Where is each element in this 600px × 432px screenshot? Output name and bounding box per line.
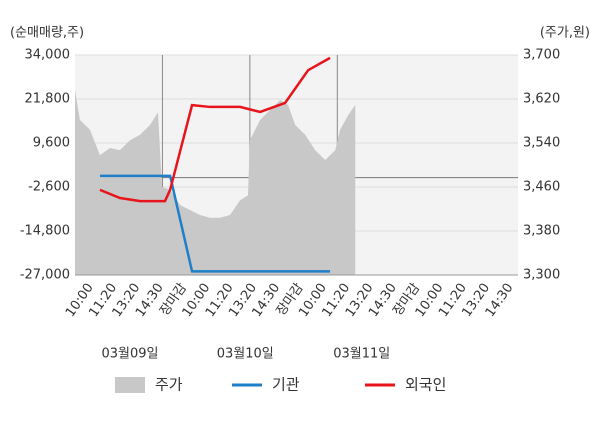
y2-tick-label: 3,380 (523, 224, 560, 239)
y-tick-label: 9,600 (33, 136, 70, 151)
legend-label: 기관 (272, 376, 300, 394)
series-line (99, 56, 331, 203)
date-label: 03월09일 (102, 347, 159, 362)
legend-swatch (115, 377, 145, 393)
y-tick-label: -14,800 (20, 224, 70, 239)
y-tick-label: -27,000 (20, 268, 70, 283)
legend-label: 주가 (155, 376, 183, 394)
y-axis-label: (순매매량,주) (10, 26, 84, 41)
y2-tick-label: 3,300 (523, 268, 560, 283)
series-line (99, 174, 331, 273)
y-tick-label: -2,600 (28, 180, 70, 195)
date-label: 03월11일 (333, 347, 390, 362)
y2-tick-label: 3,620 (523, 92, 560, 107)
y-tick-label: 34,000 (25, 48, 71, 63)
y2-tick-label: 3,460 (523, 180, 560, 195)
y2-tick-label: 3,540 (523, 136, 560, 151)
y2-axis-label: (주가,원) (540, 26, 590, 41)
date-label: 03월10일 (217, 347, 274, 362)
legend-label: 외국인 (405, 376, 446, 394)
price-area (75, 90, 356, 275)
y-tick-label: 21,800 (25, 92, 71, 107)
y2-tick-label: 3,700 (523, 48, 560, 63)
